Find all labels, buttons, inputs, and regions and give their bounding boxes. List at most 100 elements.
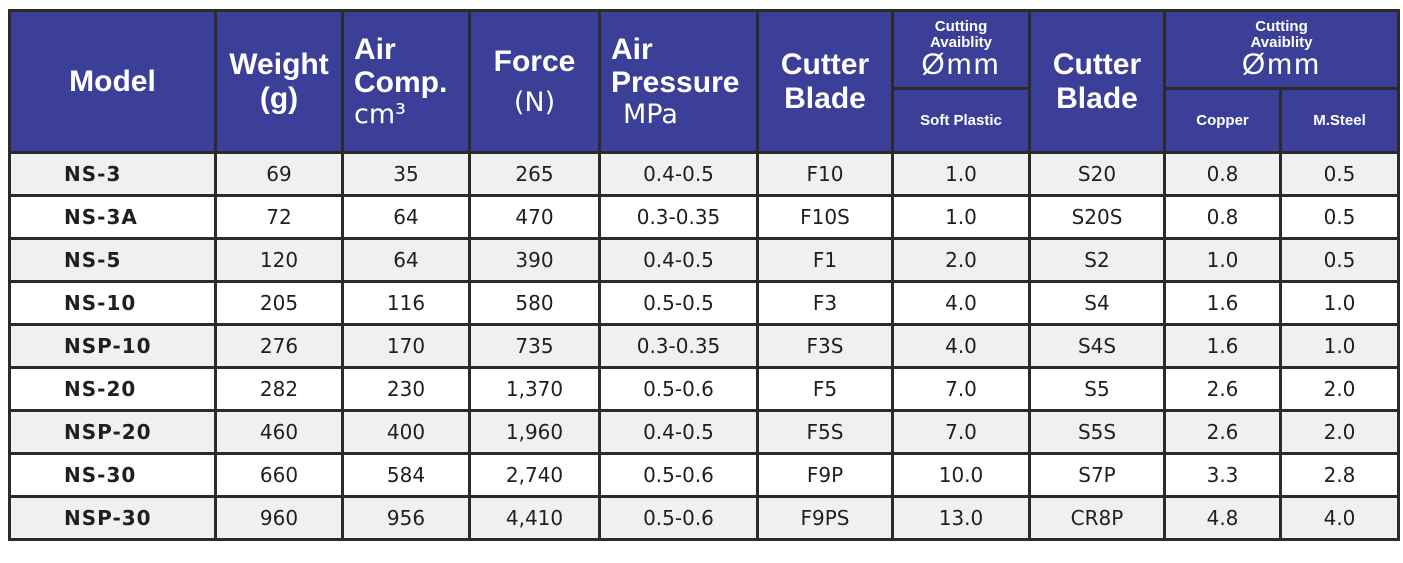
cell-soft-plastic: 1.0 bbox=[891, 194, 1031, 240]
cell-air-pressure: 0.3-0.35 bbox=[598, 323, 759, 369]
cell-copper: 0.8 bbox=[1163, 194, 1282, 240]
cell-copper: 3.3 bbox=[1163, 452, 1282, 498]
header-weight-line2: (g) bbox=[259, 81, 299, 115]
header-cut1-line1: Cutting bbox=[934, 17, 988, 35]
cell-air-comp: 116 bbox=[341, 280, 471, 326]
cell-force: 470 bbox=[468, 194, 601, 240]
spec-table-container: Model Weight (g) Air Comp. cm³ Force (N)… bbox=[8, 9, 1401, 541]
header-model: Model bbox=[8, 9, 217, 154]
cell-mild-steel: 2.8 bbox=[1278, 452, 1401, 498]
cell-air-comp: 64 bbox=[341, 194, 471, 240]
cell-model: NSP-10 bbox=[8, 323, 217, 369]
cell-weight: 282 bbox=[214, 366, 344, 412]
cell-air-pressure: 0.5-0.6 bbox=[598, 452, 759, 498]
cell-cutter-blade-2: S4S bbox=[1028, 323, 1166, 369]
table-row: NSP-10 276 170 735 0.3-0.35 F3S 4.0 S4S … bbox=[8, 323, 1401, 369]
cell-air-comp: 35 bbox=[341, 151, 471, 197]
table-row: NS-20 282 230 1,370 0.5-0.6 F5 7.0 S5 2.… bbox=[8, 366, 1401, 412]
cell-air-comp: 230 bbox=[341, 366, 471, 412]
cell-air-comp: 64 bbox=[341, 237, 471, 283]
cell-cutter-blade-2: S20 bbox=[1028, 151, 1166, 197]
header-weight: Weight (g) bbox=[214, 9, 344, 154]
cell-cutter-blade-1: F1 bbox=[756, 237, 894, 283]
cell-model: NSP-30 bbox=[8, 495, 217, 541]
cell-copper: 0.8 bbox=[1163, 151, 1282, 197]
cell-cutter-blade-1: F9P bbox=[756, 452, 894, 498]
cell-model: NS-3 bbox=[8, 151, 217, 197]
header-force-label: Force bbox=[493, 44, 576, 78]
cell-cutter-blade-1: F9PS bbox=[756, 495, 894, 541]
cell-air-comp: 584 bbox=[341, 452, 471, 498]
cell-cutter-blade-2: S7P bbox=[1028, 452, 1166, 498]
cell-air-comp: 170 bbox=[341, 323, 471, 369]
cell-model: NS-10 bbox=[8, 280, 217, 326]
header-cutting-availability-2: Cutting Avaiblity Ømm bbox=[1162, 9, 1401, 90]
cell-force: 390 bbox=[468, 237, 601, 283]
cell-cutter-blade-1: F10S bbox=[756, 194, 894, 240]
header-cutter2-line1: Cutter bbox=[1052, 47, 1142, 81]
header-cutter1-line1: Cutter bbox=[780, 47, 870, 81]
cell-soft-plastic: 4.0 bbox=[891, 323, 1031, 369]
cell-copper: 2.6 bbox=[1163, 409, 1282, 455]
header-cutter2-line2: Blade bbox=[1056, 81, 1138, 115]
cell-air-comp: 400 bbox=[341, 409, 471, 455]
cell-cutter-blade-2: S20S bbox=[1028, 194, 1166, 240]
cell-mild-steel: 4.0 bbox=[1278, 495, 1401, 541]
cell-air-pressure: 0.4-0.5 bbox=[598, 151, 759, 197]
header-pressure-line2: Pressure bbox=[611, 66, 740, 100]
header-pressure-unit: MPa bbox=[623, 98, 678, 130]
header-cutter-blade-1: Cutter Blade bbox=[756, 9, 894, 154]
header-air-line1: Air bbox=[354, 32, 396, 66]
table-row: NS-3 69 35 265 0.4-0.5 F10 1.0 S20 0.8 0… bbox=[8, 151, 1401, 197]
cell-soft-plastic: 4.0 bbox=[891, 280, 1031, 326]
cell-cutter-blade-1: F5 bbox=[756, 366, 894, 412]
cell-soft-plastic: 2.0 bbox=[891, 237, 1031, 283]
cell-mild-steel: 1.0 bbox=[1278, 323, 1401, 369]
cell-copper: 4.8 bbox=[1163, 495, 1282, 541]
table-row: NS-3A 72 64 470 0.3-0.35 F10S 1.0 S20S 0… bbox=[8, 194, 1401, 240]
cell-mild-steel: 2.0 bbox=[1278, 366, 1401, 412]
cell-weight: 69 bbox=[214, 151, 344, 197]
cell-mild-steel: 2.0 bbox=[1278, 409, 1401, 455]
header-cut2-line2: Avaiblity bbox=[1250, 33, 1313, 51]
spec-table: Model Weight (g) Air Comp. cm³ Force (N)… bbox=[8, 9, 1401, 541]
cell-weight: 205 bbox=[214, 280, 344, 326]
cell-cutter-blade-1: F3 bbox=[756, 280, 894, 326]
header-air-unit: cm³ bbox=[354, 98, 406, 130]
cell-soft-plastic: 13.0 bbox=[891, 495, 1031, 541]
cell-air-pressure: 0.5-0.5 bbox=[598, 280, 759, 326]
cell-mild-steel: 0.5 bbox=[1278, 237, 1401, 283]
table-row: NSP-20 460 400 1,960 0.4-0.5 F5S 7.0 S5S… bbox=[8, 409, 1401, 455]
cell-cutter-blade-2: S5 bbox=[1028, 366, 1166, 412]
table-row: NS-10 205 116 580 0.5-0.5 F3 4.0 S4 1.6 … bbox=[8, 280, 1401, 326]
header-air-pressure: Air Pressure MPa bbox=[598, 9, 759, 154]
header-cutter1-line2: Blade bbox=[784, 81, 866, 115]
header-air-comp: Air Comp. cm³ bbox=[341, 9, 471, 154]
cell-force: 735 bbox=[468, 323, 601, 369]
cell-force: 4,410 bbox=[468, 495, 601, 541]
cell-weight: 660 bbox=[214, 452, 344, 498]
table-header: Model Weight (g) Air Comp. cm³ Force (N)… bbox=[8, 9, 1401, 154]
header-cut1-unit: Ømm bbox=[921, 48, 1001, 82]
cell-soft-plastic: 10.0 bbox=[891, 452, 1031, 498]
cell-cutter-blade-2: S5S bbox=[1028, 409, 1166, 455]
cell-cutter-blade-1: F10 bbox=[756, 151, 894, 197]
cell-copper: 2.6 bbox=[1163, 366, 1282, 412]
header-force: Force (N) bbox=[468, 9, 601, 154]
cell-air-comp: 956 bbox=[341, 495, 471, 541]
header-weight-line1: Weight bbox=[229, 47, 329, 81]
cell-model: NS-20 bbox=[8, 366, 217, 412]
cell-air-pressure: 0.4-0.5 bbox=[598, 409, 759, 455]
table-row: NS-30 660 584 2,740 0.5-0.6 F9P 10.0 S7P… bbox=[8, 452, 1401, 498]
cell-force: 580 bbox=[468, 280, 601, 326]
cell-force: 1,960 bbox=[468, 409, 601, 455]
cell-copper: 1.0 bbox=[1163, 237, 1282, 283]
cell-force: 1,370 bbox=[468, 366, 601, 412]
cell-model: NS-5 bbox=[8, 237, 217, 283]
cell-copper: 1.6 bbox=[1163, 280, 1282, 326]
cell-air-pressure: 0.5-0.6 bbox=[598, 495, 759, 541]
cell-mild-steel: 0.5 bbox=[1278, 151, 1401, 197]
cell-mild-steel: 1.0 bbox=[1278, 280, 1401, 326]
table-body: NS-3 69 35 265 0.4-0.5 F10 1.0 S20 0.8 0… bbox=[8, 151, 1401, 541]
cell-weight: 460 bbox=[214, 409, 344, 455]
